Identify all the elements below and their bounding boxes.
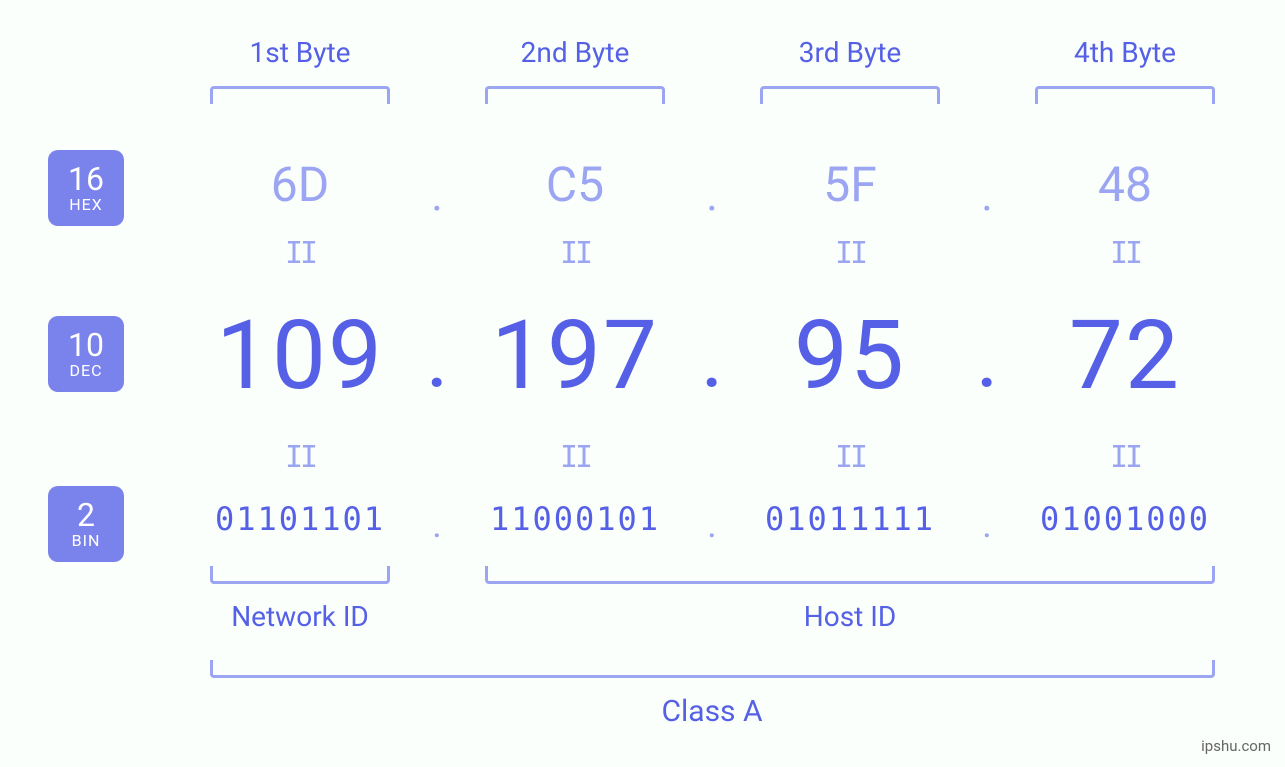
dec-dot-2: . <box>702 320 722 405</box>
label-network-id: Network ID <box>231 600 369 633</box>
badge-bin-label: BIN <box>72 533 101 549</box>
byte-header-2: 2nd Byte <box>521 36 630 69</box>
dec-byte-4: 72 <box>1069 300 1181 412</box>
eq-dec-bin-4: II <box>1110 440 1140 475</box>
dec-dot-1: . <box>427 320 447 405</box>
hex-byte-4: 48 <box>1098 156 1152 213</box>
hex-byte-3: 5F <box>823 156 877 213</box>
bin-byte-2: 11000101 <box>490 500 660 538</box>
bracket-class <box>210 660 1215 678</box>
badge-bin: 2 BIN <box>48 486 124 562</box>
dec-byte-3: 95 <box>794 300 906 412</box>
badge-dec-base: 10 <box>68 329 104 361</box>
bin-dot-3: . <box>982 504 992 546</box>
badge-dec-label: DEC <box>69 363 102 379</box>
hex-dot-1: . <box>431 169 443 221</box>
watermark: ipshu.com <box>1201 737 1271 755</box>
dec-dot-3: . <box>977 320 997 405</box>
badge-hex-base: 16 <box>68 163 104 195</box>
hex-byte-1: 6D <box>271 156 329 213</box>
badge-dec: 10 DEC <box>48 316 124 392</box>
eq-dec-bin-1: II <box>285 440 315 475</box>
hex-byte-2: C5 <box>546 156 604 213</box>
bracket-host-id <box>485 566 1215 584</box>
eq-dec-bin-3: II <box>835 440 865 475</box>
label-class: Class A <box>661 694 762 729</box>
badge-hex-label: HEX <box>69 197 103 213</box>
bin-byte-3: 01011111 <box>765 500 935 538</box>
bracket-top-3 <box>760 86 940 104</box>
bracket-network-id <box>210 566 390 584</box>
byte-header-1: 1st Byte <box>250 36 351 69</box>
ip-diagram: 16 HEX 10 DEC 2 BIN 1st Byte 2nd Byte 3r… <box>0 0 1285 767</box>
hex-dot-3: . <box>981 169 993 221</box>
bin-dot-2: . <box>707 504 717 546</box>
byte-header-3: 3rd Byte <box>799 36 901 69</box>
dec-byte-2: 197 <box>491 300 659 412</box>
badge-bin-base: 2 <box>77 499 95 531</box>
eq-hex-dec-1: II <box>285 236 315 271</box>
byte-header-4: 4th Byte <box>1074 36 1176 69</box>
bin-dot-1: . <box>432 504 442 546</box>
label-host-id: Host ID <box>804 600 897 633</box>
dec-byte-1: 109 <box>216 300 384 412</box>
bin-byte-4: 01001000 <box>1040 500 1210 538</box>
bracket-top-1 <box>210 86 390 104</box>
eq-hex-dec-4: II <box>1110 236 1140 271</box>
bracket-top-2 <box>485 86 665 104</box>
hex-dot-2: . <box>706 169 718 221</box>
eq-dec-bin-2: II <box>560 440 590 475</box>
bin-byte-1: 01101101 <box>215 500 385 538</box>
eq-hex-dec-3: II <box>835 236 865 271</box>
bracket-top-4 <box>1035 86 1215 104</box>
badge-hex: 16 HEX <box>48 150 124 226</box>
eq-hex-dec-2: II <box>560 236 590 271</box>
